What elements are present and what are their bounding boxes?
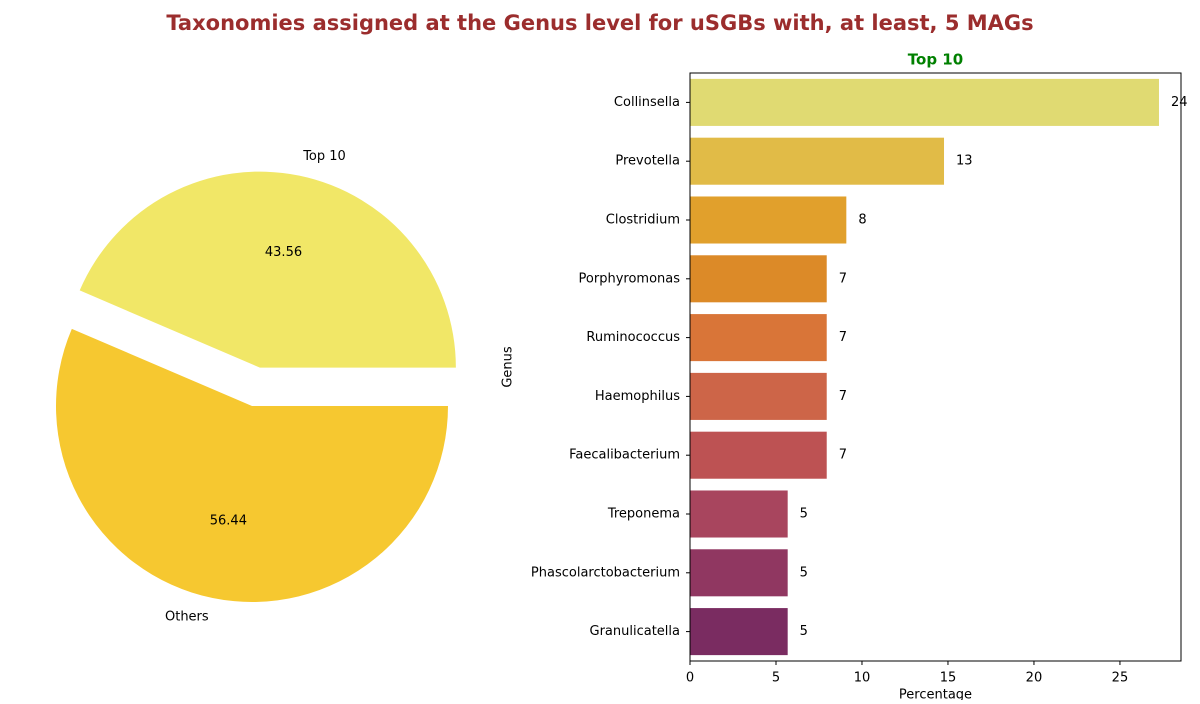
figure-title: Taxonomies assigned at the Genus level f… [166,11,1033,35]
bar [690,137,945,185]
data-label: 7 [839,389,847,404]
x-tick-label: 5 [772,671,780,686]
bar [690,314,827,362]
bar [690,431,827,479]
bar [690,549,788,597]
y-tick-label: Haemophilus [595,389,680,404]
bar [690,372,827,420]
data-label: 5 [800,624,808,639]
x-axis-label: Percentage [899,688,972,701]
y-tick-label: Ruminococcus [586,330,680,345]
pie-slice [79,171,456,368]
bar [690,255,827,303]
pie-pct-label: 56.44 [210,514,247,529]
data-label: 13 [956,154,973,169]
x-tick-label: 10 [854,671,871,686]
bar [690,78,1159,126]
bar [690,608,788,656]
pie-pct-label: 43.56 [265,245,302,260]
y-tick-label: Clostridium [606,213,680,228]
bar [690,490,788,538]
data-label: 7 [839,330,847,345]
y-tick-label: Porphyromonas [579,271,681,286]
data-label: 5 [800,565,808,580]
axes-frame [689,72,1182,662]
bar [690,196,847,244]
y-axis-label: Genus [501,346,516,388]
x-tick-label: 15 [940,671,957,686]
x-tick-label: 20 [1026,671,1043,686]
y-tick-label: Treponema [607,507,680,522]
x-tick-label: 0 [686,671,694,686]
y-tick-label: Collinsella [614,95,680,110]
y-tick-label: Phascolarctobacterium [531,565,680,580]
pie-label: Others [165,610,209,625]
data-label: 5 [800,507,808,522]
x-tick-label: 25 [1112,671,1129,686]
axes-title: Top 10 [908,51,963,69]
data-label: 7 [839,448,847,463]
pie-label: Top 10 [302,149,346,164]
data-label: 24 [1171,95,1188,110]
data-label: 8 [858,213,866,228]
data-label: 7 [839,271,847,286]
y-tick-label: Faecalibacterium [569,448,680,463]
pie-slice [55,328,449,602]
y-tick-label: Prevotella [615,154,680,169]
y-tick-label: Granulicatella [590,624,681,639]
